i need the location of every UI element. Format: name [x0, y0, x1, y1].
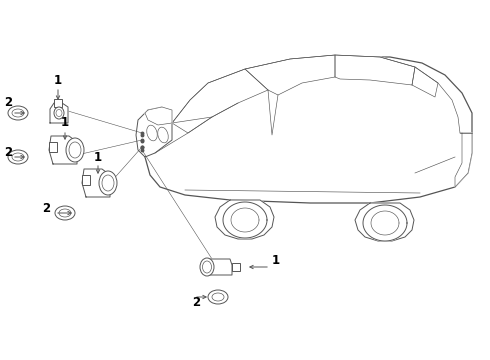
- Polygon shape: [50, 103, 68, 123]
- Bar: [49, 142, 57, 152]
- Ellipse shape: [99, 171, 117, 195]
- Polygon shape: [82, 169, 110, 197]
- Polygon shape: [145, 57, 472, 203]
- Polygon shape: [335, 55, 415, 85]
- Text: 2: 2: [4, 96, 12, 109]
- Text: 2: 2: [192, 297, 200, 310]
- Ellipse shape: [8, 106, 28, 120]
- Ellipse shape: [158, 127, 168, 143]
- Polygon shape: [363, 205, 407, 241]
- Polygon shape: [204, 259, 232, 275]
- Text: 1: 1: [272, 255, 280, 267]
- Polygon shape: [455, 133, 472, 187]
- Ellipse shape: [208, 290, 228, 304]
- Polygon shape: [172, 69, 268, 133]
- Text: 1: 1: [54, 73, 62, 86]
- Text: 1: 1: [61, 117, 69, 130]
- Text: 2: 2: [42, 202, 50, 215]
- Polygon shape: [145, 107, 172, 125]
- Ellipse shape: [54, 107, 64, 119]
- Polygon shape: [136, 107, 172, 157]
- Bar: [54, 99, 62, 107]
- Polygon shape: [245, 55, 335, 95]
- Ellipse shape: [66, 138, 84, 162]
- Ellipse shape: [147, 125, 157, 141]
- Text: 2: 2: [4, 145, 12, 158]
- Ellipse shape: [8, 150, 28, 164]
- Bar: [82, 175, 90, 185]
- Polygon shape: [412, 67, 438, 97]
- Polygon shape: [355, 203, 414, 241]
- Polygon shape: [49, 136, 77, 164]
- Polygon shape: [215, 200, 274, 239]
- Bar: [232, 263, 240, 271]
- Polygon shape: [223, 202, 267, 238]
- Ellipse shape: [200, 258, 214, 276]
- Text: 1: 1: [94, 150, 102, 163]
- Ellipse shape: [55, 206, 75, 220]
